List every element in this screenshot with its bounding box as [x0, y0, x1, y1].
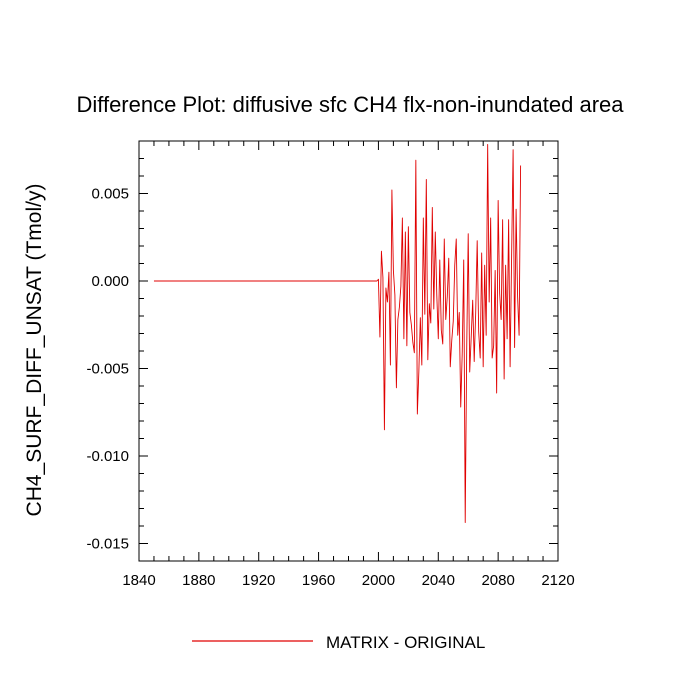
y-tick-label-0.005: 0.005: [91, 186, 129, 203]
x-tick-label-2120: 2120: [541, 572, 574, 589]
plot-frame: [138, 140, 559, 562]
legend-label-matrix-original: MATRIX - ORIGINAL: [326, 633, 485, 652]
x-tick-label-2040: 2040: [422, 572, 455, 589]
x-tick-label-1960: 1960: [302, 572, 335, 589]
y-tick-label-0.000: 0.000: [91, 273, 129, 290]
x-tick-label-2000: 2000: [362, 572, 395, 589]
y-tick-label--0.015: -0.015: [86, 536, 129, 553]
legend: MATRIX - ORIGINAL: [192, 633, 485, 652]
y-tick-label--0.005: -0.005: [86, 361, 129, 378]
series-line-matrix-original: [153, 144, 522, 523]
x-tick-label-1840: 1840: [122, 572, 155, 589]
x-tick-label-1920: 1920: [242, 572, 275, 589]
y-axis-label: CH4_SURF_DIFF_UNSAT (Tmol/y): [23, 184, 46, 517]
plot-area: 1840 1880 1920 1960 2000 2040 2080 2120 0.005 0.0…: [86, 140, 575, 589]
x-tick-label-1880: 1880: [182, 572, 215, 589]
chart-title: Difference Plot: diffusive sfc CH4 flx-n…: [76, 92, 624, 117]
x-tick-label-2080: 2080: [481, 572, 514, 589]
y-tick-label--0.010: -0.010: [86, 448, 129, 465]
